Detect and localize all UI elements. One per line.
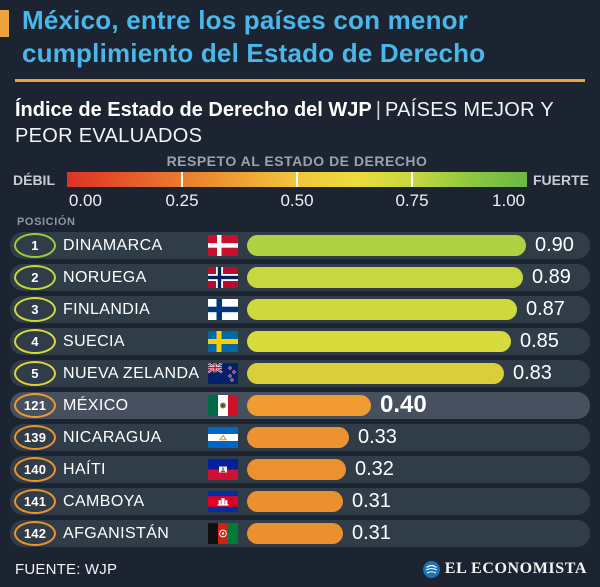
scale-strong-label: FUERTE <box>533 172 589 188</box>
score-bar <box>247 235 526 256</box>
position-number: 1 <box>31 238 39 253</box>
country-flag-icon <box>208 235 238 256</box>
publisher-name: EL ECONOMISTA <box>444 560 587 577</box>
position-number: 139 <box>23 430 47 445</box>
country-flag-icon <box>208 459 238 480</box>
position-badge: 1 <box>14 233 56 258</box>
chart-subtitle: Índice de Estado de Derecho del WJP | PAÍS… <box>15 97 593 149</box>
country-flag-icon <box>208 299 238 320</box>
score-value: 0.89 <box>532 266 571 288</box>
subtitle-bold: Índice de Estado de Derecho del WJP <box>15 99 372 121</box>
country-label: NUEVA ZELANDA <box>63 365 200 382</box>
country-flag-icon <box>208 395 238 416</box>
position-number: 140 <box>23 462 47 477</box>
scale-title: RESPETO AL ESTADO DE DERECHO <box>166 153 428 169</box>
position-number: 141 <box>23 494 47 509</box>
table-row: 140 HAÍTI 0.32 <box>10 456 590 483</box>
country-flag-icon <box>208 331 238 352</box>
country-label: FINLANDIA <box>63 301 151 318</box>
position-badge: 2 <box>14 265 56 290</box>
position-badge: 5 <box>14 361 56 386</box>
country-label: NICARAGUA <box>63 429 162 446</box>
country-label: MÉXICO <box>63 397 129 414</box>
country-flag-icon <box>208 427 238 448</box>
table-row: 3 FINLANDIA 0.87 <box>10 296 590 323</box>
position-badge: 4 <box>14 329 56 354</box>
table-row: 5 NUEVA ZELANDA 0.83 <box>10 360 590 387</box>
table-row: 1 DINAMARCA 0.90 <box>10 232 590 259</box>
score-bar <box>247 363 504 384</box>
score-value: 0.31 <box>352 522 391 544</box>
position-number: 2 <box>31 270 39 285</box>
score-value: 0.33 <box>358 426 397 448</box>
position-badge: 3 <box>14 297 56 322</box>
score-bar <box>247 459 346 480</box>
scale-tick-label: 0.75 <box>395 191 429 210</box>
score-bar <box>247 427 349 448</box>
table-row: 4 SUECIA 0.85 <box>10 328 590 355</box>
score-bar <box>247 299 517 320</box>
source-note: FUENTE: WJP <box>15 561 118 578</box>
position-badge: 142 <box>14 521 56 546</box>
scale-tick-label: 0.00 <box>68 191 102 210</box>
table-row: 142 AFGANISTÁN 0.31 <box>10 520 590 547</box>
position-badge: 139 <box>14 425 56 450</box>
accent-block <box>0 10 9 37</box>
country-label: AFGANISTÁN <box>63 525 170 542</box>
country-label: NORUEGA <box>63 269 147 286</box>
score-value: 0.83 <box>513 362 552 384</box>
score-value: 0.32 <box>355 458 394 480</box>
position-number: 4 <box>31 334 39 349</box>
table-row: 121 MÉXICO 0.40 <box>10 392 590 419</box>
el-economista-logo-icon <box>422 560 440 578</box>
scale-tick-label: 0.50 <box>280 191 314 210</box>
scale-tick <box>296 172 298 187</box>
scale-tick <box>411 172 413 187</box>
score-value: 0.40 <box>380 391 427 418</box>
country-label: SUECIA <box>63 333 125 350</box>
position-number: 121 <box>23 398 47 413</box>
country-flag-icon <box>208 491 238 512</box>
country-label: CAMBOYA <box>63 493 145 510</box>
position-badge: 121 <box>14 393 56 418</box>
position-number: 3 <box>31 302 39 317</box>
score-value: 0.31 <box>352 490 391 512</box>
table-row: 2 NORUEGA 0.89 <box>10 264 590 291</box>
position-badge: 141 <box>14 489 56 514</box>
score-bar <box>247 267 523 288</box>
table-row: 141 CAMBOYA 0.31 <box>10 488 590 515</box>
score-bar <box>247 395 371 416</box>
page-title: México, entre los países con menor cumpl… <box>22 5 486 69</box>
scale-weak-label: DÉBIL <box>13 172 55 188</box>
country-flag-icon <box>208 523 238 544</box>
score-value: 0.87 <box>526 298 565 320</box>
country-ranking-list: 1 DINAMARCA 0.90 2 NORUEGA 0.89 3 FINLAN… <box>10 232 590 552</box>
scale-tick-label: 0.25 <box>165 191 199 210</box>
score-bar <box>247 491 343 512</box>
position-number: 142 <box>23 526 47 541</box>
table-row: 139 NICARAGUA 0.33 <box>10 424 590 451</box>
scale-tick-label: 1.00 <box>492 191 526 210</box>
score-value: 0.85 <box>520 330 559 352</box>
position-number: 5 <box>31 366 39 381</box>
score-bar <box>247 331 511 352</box>
country-flag-icon <box>208 363 238 384</box>
position-badge: 140 <box>14 457 56 482</box>
publisher-brand: EL ECONOMISTA <box>422 560 587 578</box>
color-scale: 0.00 0.25 0.50 0.75 1.00 <box>67 172 527 210</box>
title-divider <box>15 79 585 82</box>
country-label: DINAMARCA <box>63 237 163 254</box>
subtitle-separator: | <box>375 99 381 121</box>
score-value: 0.90 <box>535 234 574 256</box>
country-flag-icon <box>208 267 238 288</box>
score-bar <box>247 523 343 544</box>
position-column-header: POSICIÓN <box>17 216 76 228</box>
subtitle-rest: PAÍSES MEJOR Y PEOR EVALUADOS <box>15 99 554 147</box>
scale-tick <box>181 172 183 187</box>
country-label: HAÍTI <box>63 461 106 478</box>
